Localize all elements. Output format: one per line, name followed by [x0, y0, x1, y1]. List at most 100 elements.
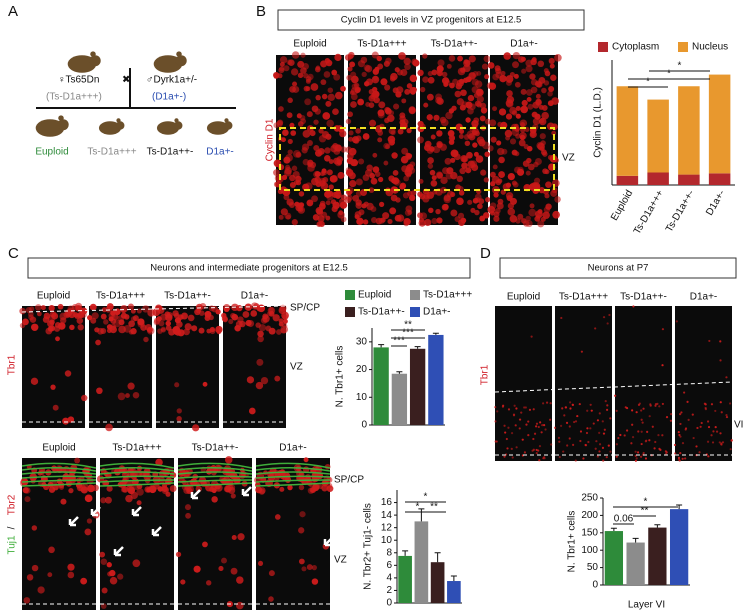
cell [47, 320, 54, 328]
cell [504, 129, 513, 138]
roi-box [279, 127, 555, 191]
cell [617, 436, 620, 440]
cell [472, 71, 479, 77]
cell [62, 417, 70, 425]
cell [552, 210, 560, 219]
cell [516, 168, 525, 176]
cell [509, 214, 518, 223]
cell [572, 443, 575, 446]
cell [642, 451, 645, 455]
cell [105, 423, 113, 432]
stain-label: / [7, 526, 18, 529]
cell [400, 69, 408, 77]
cell [117, 573, 124, 580]
cell [43, 312, 51, 320]
cell [350, 101, 357, 108]
cell [309, 161, 317, 168]
cell [136, 308, 142, 314]
cell [679, 422, 682, 426]
cell [255, 381, 264, 390]
cell [40, 305, 46, 311]
column-label: D1a+- [279, 443, 307, 454]
cell [535, 98, 542, 106]
y-tick-label: 12 [381, 522, 393, 533]
cell [307, 73, 314, 80]
cell [576, 414, 579, 418]
cell [257, 560, 264, 566]
cell [541, 105, 548, 111]
cell [278, 106, 284, 112]
cell [529, 130, 537, 139]
cell [711, 441, 715, 444]
cell [523, 406, 526, 409]
cell [548, 57, 555, 65]
cell [728, 402, 732, 405]
cell [540, 431, 543, 434]
cell [258, 488, 265, 495]
cell [236, 576, 244, 584]
cell [512, 413, 516, 416]
cell [303, 457, 309, 463]
cell [634, 459, 637, 462]
cell [250, 310, 258, 317]
cell [501, 405, 505, 408]
cell [527, 103, 534, 110]
cell [380, 78, 388, 86]
cell [515, 133, 521, 139]
cell [452, 150, 459, 156]
cell [435, 208, 441, 215]
cell [361, 203, 367, 209]
cell [436, 130, 443, 137]
cell [558, 455, 561, 459]
cell [457, 55, 463, 62]
cell [363, 64, 371, 72]
cell [174, 382, 180, 388]
error-bar [434, 552, 441, 563]
cell [521, 438, 524, 441]
cell [718, 441, 721, 444]
cell [686, 400, 689, 403]
cell [331, 69, 338, 76]
cell [640, 409, 643, 412]
cell [221, 477, 228, 485]
cell [680, 411, 683, 414]
cell [467, 199, 473, 205]
title-box [27, 257, 471, 279]
cell [473, 151, 479, 157]
cell [596, 419, 600, 422]
cell [479, 115, 486, 122]
cell [539, 133, 546, 140]
cell [426, 93, 434, 101]
mouse-icon [175, 55, 187, 67]
cell [494, 207, 501, 214]
cell [514, 151, 520, 157]
cell [565, 421, 569, 424]
cell [335, 194, 341, 200]
cell [426, 114, 433, 121]
cell [284, 476, 292, 483]
cell [468, 55, 476, 63]
cell [539, 421, 542, 424]
arrow [90, 506, 101, 517]
bar [447, 581, 461, 603]
cell [494, 440, 497, 443]
cell [691, 413, 694, 416]
cell [130, 308, 136, 314]
cell [311, 195, 318, 203]
cell [221, 557, 227, 564]
cell [598, 443, 602, 446]
cell [417, 136, 425, 144]
cell [384, 84, 391, 91]
cell [312, 484, 320, 492]
column-label: Euploid [42, 443, 75, 454]
cell [393, 103, 400, 110]
cell [231, 534, 237, 540]
cell [530, 335, 533, 338]
cell [661, 402, 664, 406]
fiber [99, 475, 175, 479]
cell [605, 456, 608, 459]
fiber [21, 479, 97, 483]
cell [450, 209, 458, 217]
cell [242, 311, 250, 318]
cell [619, 433, 622, 437]
